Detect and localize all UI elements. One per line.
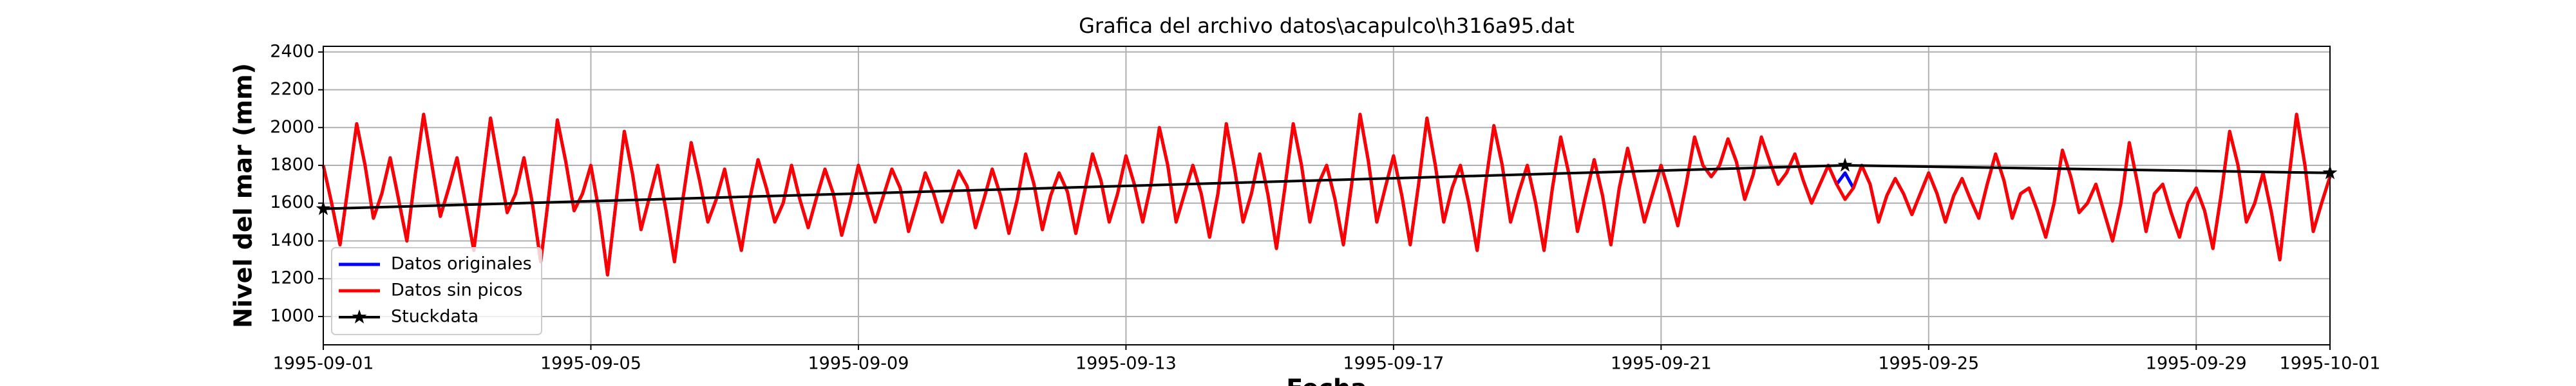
legend-label: Datos sin picos bbox=[391, 280, 522, 300]
x-tick-label: 1995-09-17 bbox=[1343, 354, 1444, 374]
y-tick-label: 1000 bbox=[270, 306, 314, 326]
plot-area bbox=[316, 113, 2338, 277]
x-tick-label: 1995-09-01 bbox=[273, 354, 374, 374]
axes-frame bbox=[323, 46, 2331, 345]
x-tick-label: 1995-09-05 bbox=[540, 354, 641, 374]
y-tick-label: 1400 bbox=[270, 230, 314, 250]
x-tick-label: 1995-09-21 bbox=[1611, 354, 1712, 374]
y-tick-label: 1800 bbox=[270, 155, 314, 175]
series-marker bbox=[1837, 158, 1853, 172]
x-tick-label: 1995-09-13 bbox=[1075, 354, 1177, 374]
series-line bbox=[321, 113, 2332, 277]
x-tick-label: 1995-10-01 bbox=[2280, 354, 2381, 374]
legend-label: Datos originales bbox=[391, 254, 532, 274]
legend-label: Stuckdata bbox=[391, 307, 478, 327]
y-tick-label: 1600 bbox=[270, 192, 314, 212]
chart-title: Grafica del archivo datos\acapulco\h316a… bbox=[1079, 14, 1575, 38]
y-axis-label: Nivel del mar (mm) bbox=[229, 63, 258, 328]
x-tick-label: 1995-09-29 bbox=[2146, 354, 2247, 374]
y-tick-label: 1200 bbox=[270, 268, 314, 288]
y-tick-label: 2200 bbox=[270, 79, 314, 99]
y-tick-label: 2000 bbox=[270, 117, 314, 137]
x-axis-label: Fecha bbox=[1286, 374, 1367, 386]
y-tick-label: 2400 bbox=[270, 41, 314, 61]
x-tick-label: 1995-09-25 bbox=[1878, 354, 1979, 374]
legend: Datos originales Datos sin picos Stuckdata bbox=[331, 247, 542, 335]
legend-marker bbox=[352, 309, 367, 324]
legend-box bbox=[331, 247, 542, 335]
x-tick-label: 1995-09-09 bbox=[808, 354, 909, 374]
